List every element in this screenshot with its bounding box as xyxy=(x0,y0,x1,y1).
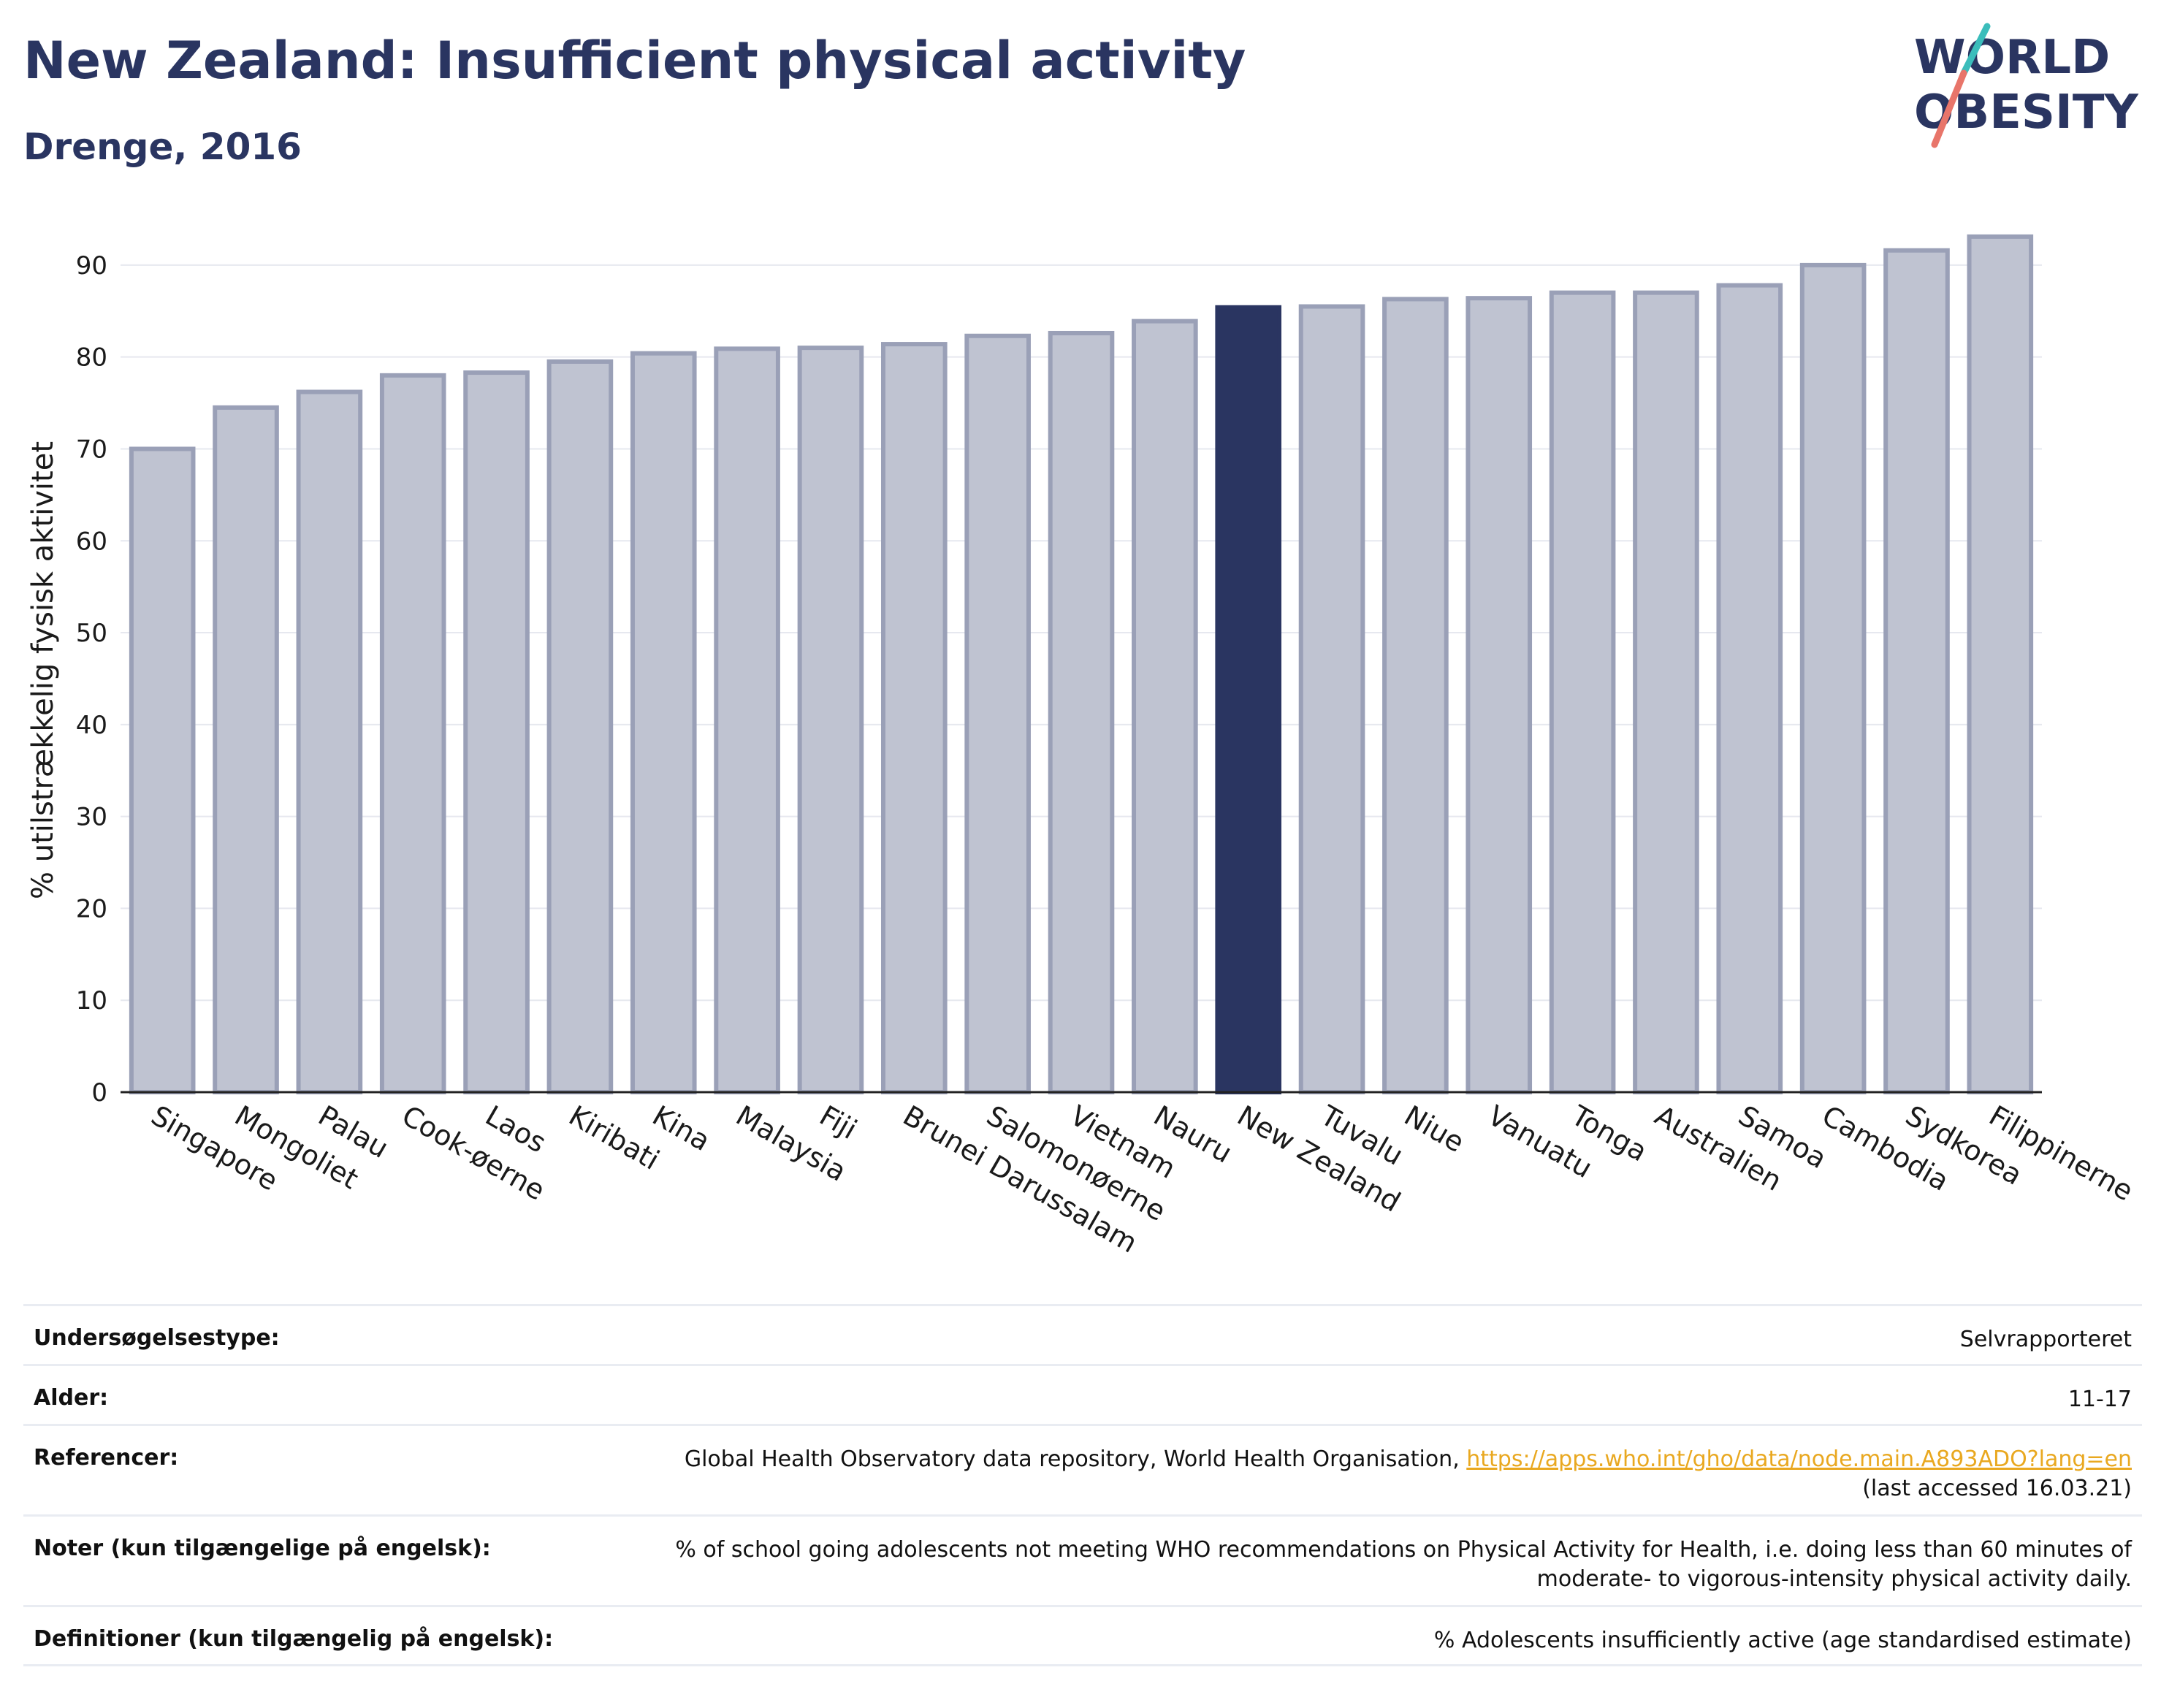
bar-niue xyxy=(1382,297,1449,1094)
info-label: Alder: xyxy=(34,1385,109,1411)
reference-link[interactable]: https://apps.who.int/gho/data/node.main.… xyxy=(1466,1446,2132,1472)
info-row-notes: Noter (kun tilgængelige på engelsk): % o… xyxy=(23,1514,2142,1605)
bar-malaysia xyxy=(714,346,780,1094)
bars xyxy=(129,234,2034,1094)
reference-text: Global Health Observatory data repositor… xyxy=(684,1446,1467,1472)
bar-brunei-darussalam xyxy=(880,342,948,1094)
info-label: Definitioner (kun tilgængelig på engelsk… xyxy=(34,1626,554,1652)
y-tick-label: 10 xyxy=(76,986,107,1015)
info-value: Selvrapporteret xyxy=(1959,1327,2132,1352)
bar-cook-øerne xyxy=(379,373,446,1094)
page-title: New Zealand: Insufficient physical activ… xyxy=(23,31,1246,91)
info-label: Referencer: xyxy=(34,1445,179,1471)
bar-new-zealand xyxy=(1215,305,1282,1094)
bar-sydkorea xyxy=(1883,248,1950,1094)
info-table: Undersøgelsestype: Selvrapporteret Alder… xyxy=(23,1304,2142,1666)
y-axis-label: % utilstrækkelig fysisk aktivitet xyxy=(26,441,60,899)
y-tick-label: 50 xyxy=(76,619,107,648)
bar-kina xyxy=(630,351,697,1094)
y-tick-label: 90 xyxy=(76,251,107,281)
x-tick-label: Fiji xyxy=(814,1099,862,1145)
y-tick-label: 40 xyxy=(76,711,107,740)
bar-laos xyxy=(463,370,530,1094)
bar-tonga xyxy=(1549,290,1616,1094)
bar-kiribati xyxy=(546,359,614,1094)
y-tick-label: 30 xyxy=(76,803,107,832)
notes-line1: % of school going adolescents not meetin… xyxy=(675,1537,2132,1563)
bar-australien xyxy=(1633,290,1699,1094)
info-value: % of school going adolescents not meetin… xyxy=(675,1536,2132,1594)
x-tick-label: Niue xyxy=(1399,1099,1470,1159)
info-row-references: Referencer: Global Health Observatory da… xyxy=(23,1424,2142,1514)
info-value: Global Health Observatory data repositor… xyxy=(685,1445,2132,1503)
bar-vietnam xyxy=(1048,330,1115,1094)
world-obesity-logo: WORLD OBESITY xyxy=(1914,23,2138,148)
info-row-age: Alder: 11-17 xyxy=(23,1364,2142,1424)
bar-samoa xyxy=(1716,283,1783,1094)
bar-palau xyxy=(296,389,363,1094)
bar-tuvalu xyxy=(1298,304,1365,1094)
info-label: Undersøgelsestype: xyxy=(34,1325,280,1351)
info-row-definitions: Definitioner (kun tilgængelig på engelsk… xyxy=(23,1605,2142,1666)
bar-chart: 0 10 20 30 40 50 60 70 80 90 SingaporeMongolietPa… xyxy=(26,234,2139,1259)
bar-filippinerne xyxy=(1967,234,2034,1094)
notes-line2: moderate- to vigorous-intensity physical… xyxy=(1536,1566,2132,1592)
y-tick-label: 70 xyxy=(76,435,107,464)
y-tick-labels: 0 10 20 30 40 50 60 70 80 90 xyxy=(76,251,107,1107)
bar-mongoliet xyxy=(213,405,279,1094)
info-value: % Adolescents insufficiently active (age… xyxy=(1433,1628,2132,1653)
bar-salomonøerne xyxy=(964,333,1031,1094)
logo-line1: WORLD xyxy=(1914,31,2110,85)
page-subtitle: Drenge, 2016 xyxy=(23,126,302,168)
y-tick-label: 20 xyxy=(76,894,107,923)
reference-accessed: (last accessed 16.03.21) xyxy=(1862,1476,2132,1501)
bar-nauru xyxy=(1132,319,1198,1094)
bar-fiji xyxy=(797,346,864,1094)
info-value: 11-17 xyxy=(2067,1387,2132,1412)
y-tick-label: 80 xyxy=(76,343,107,373)
x-tick-label: Kiribati xyxy=(563,1099,665,1176)
logo-slash-teal xyxy=(1960,23,1991,77)
bar-cambodia xyxy=(1799,262,1867,1094)
logo-slash-coral xyxy=(1931,69,1967,148)
bar-singapore xyxy=(129,446,196,1094)
info-row-survey-type: Undersøgelsestype: Selvrapporteret xyxy=(23,1304,2142,1364)
y-tick-label: 60 xyxy=(76,527,107,556)
y-tick-label: 0 xyxy=(91,1078,107,1107)
bar-vanuatu xyxy=(1466,296,1533,1094)
info-label: Noter (kun tilgængelige på engelsk): xyxy=(34,1536,491,1561)
